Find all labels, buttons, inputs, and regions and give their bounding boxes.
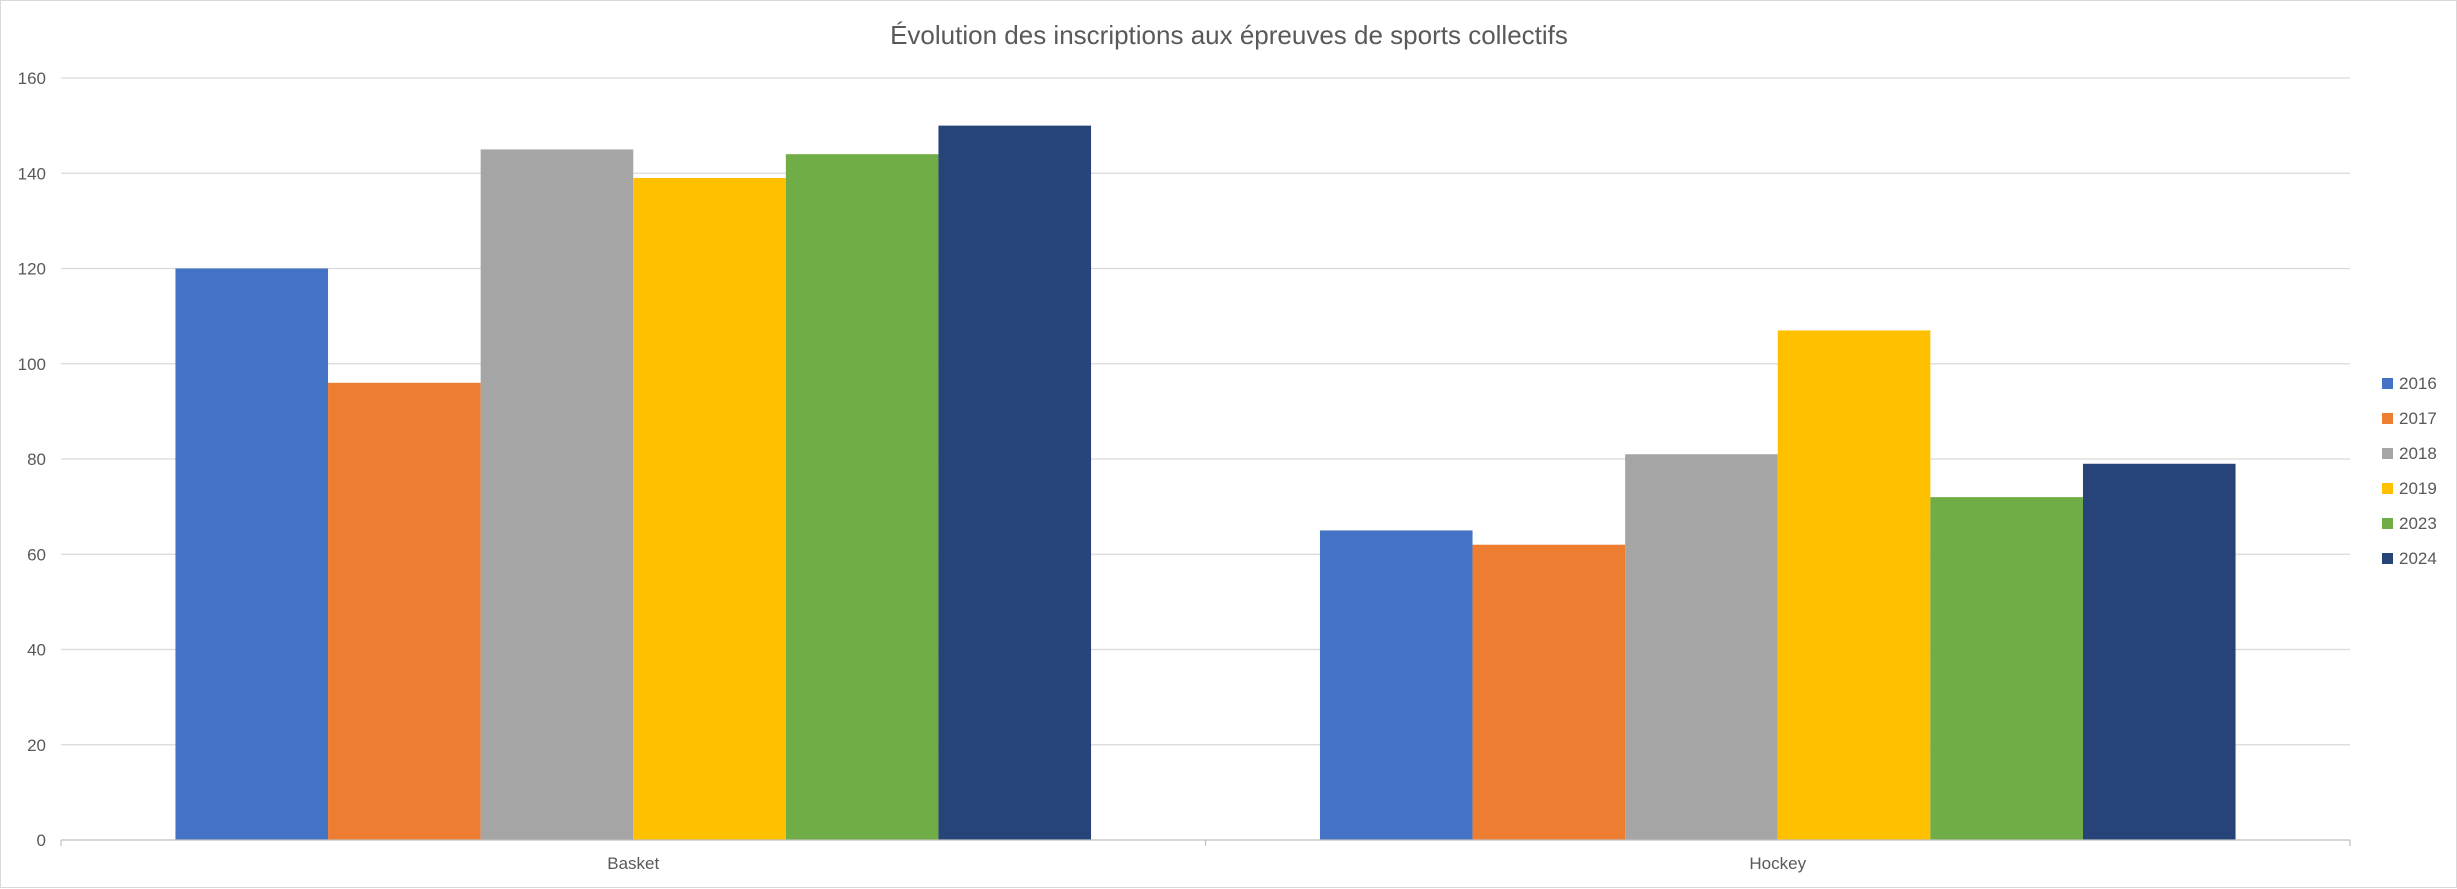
legend-label: 2018 <box>2399 444 2437 463</box>
y-tick-label: 100 <box>18 355 46 374</box>
bar-hockey-2023 <box>1930 497 2083 840</box>
legend-label: 2023 <box>2399 514 2437 533</box>
bars <box>175 125 2236 840</box>
legend-item: 2016 <box>2382 374 2437 393</box>
legend-label: 2024 <box>2399 549 2437 568</box>
legend-item: 2019 <box>2382 479 2437 498</box>
bar-basket-2023 <box>785 154 939 840</box>
legend-swatch <box>2382 413 2393 424</box>
bar-hockey-2018 <box>1625 454 1778 840</box>
y-tick-label: 60 <box>27 545 46 564</box>
legend-swatch <box>2382 483 2393 494</box>
legend: 2016 2017 2018 2019 2023 2024 <box>2382 374 2437 568</box>
bar-basket-2019 <box>633 178 786 840</box>
bar-hockey-2017 <box>1472 544 1626 840</box>
bar-hockey-2024 <box>2082 463 2236 840</box>
legend-label: 2017 <box>2399 409 2437 428</box>
legend-swatch <box>2382 378 2393 389</box>
bar-hockey-2019 <box>1777 330 1931 840</box>
bar-hockey-2016 <box>1319 530 1473 840</box>
bar-basket-2018 <box>480 149 634 840</box>
legend-item: 2023 <box>2382 514 2437 533</box>
legend-item: 2017 <box>2382 409 2437 428</box>
legend-swatch <box>2382 448 2393 459</box>
x-axis-categories: Basket Hockey <box>607 854 1806 873</box>
x-category-label: Hockey <box>1749 854 1806 873</box>
y-tick-label: 40 <box>27 641 46 660</box>
y-tick-label: 80 <box>27 450 46 469</box>
bar-basket-2017 <box>328 382 481 840</box>
y-axis-ticks: 0 20 40 60 80 100 120 140 160 <box>18 69 46 850</box>
legend-swatch <box>2382 553 2393 564</box>
legend-item: 2024 <box>2382 549 2437 568</box>
x-category-label: Basket <box>607 854 659 873</box>
legend-item: 2018 <box>2382 444 2437 463</box>
legend-label: 2019 <box>2399 479 2437 498</box>
chart-title: Évolution des inscriptions aux épreuves … <box>890 20 1568 50</box>
bar-basket-2016 <box>175 268 329 840</box>
legend-swatch <box>2382 518 2393 529</box>
y-tick-label: 140 <box>18 164 46 183</box>
x-axis <box>60 839 2351 846</box>
y-tick-label: 20 <box>27 736 46 755</box>
y-tick-label: 120 <box>18 260 46 279</box>
legend-label: 2016 <box>2399 374 2437 393</box>
y-tick-label: 0 <box>37 831 46 850</box>
y-tick-label: 160 <box>18 69 46 88</box>
bar-basket-2024 <box>938 125 1092 840</box>
